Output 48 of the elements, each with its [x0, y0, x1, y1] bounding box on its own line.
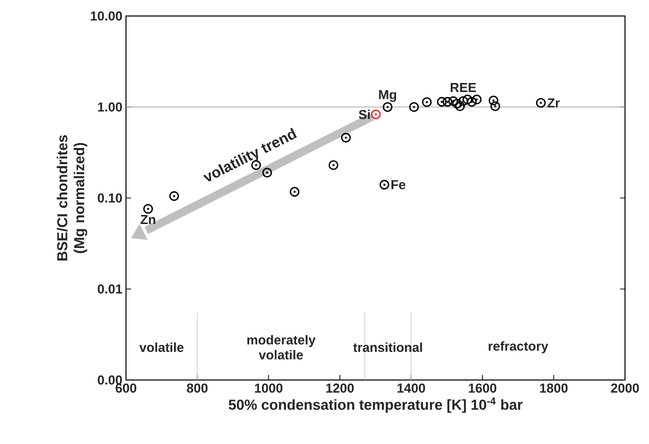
x-tick-label: 2000	[611, 384, 639, 393]
annotation: Zn	[140, 215, 156, 224]
y-tick-label: 0.01	[98, 284, 122, 294]
point	[448, 96, 458, 106]
point	[380, 180, 390, 190]
point	[341, 132, 351, 143]
annotation: Mg	[379, 90, 396, 102]
y-tick-label: 0.00	[98, 375, 122, 385]
point	[472, 94, 482, 104]
point	[169, 191, 180, 201]
point	[370, 109, 381, 120]
y-tick-label: 10.00	[90, 11, 122, 21]
point	[422, 97, 432, 108]
point	[409, 102, 419, 112]
point	[290, 186, 300, 197]
x-tick-label: 1000	[254, 384, 282, 393]
annotation: Zr	[547, 98, 560, 108]
annotation: refractory	[488, 341, 548, 354]
point	[462, 94, 472, 104]
annotation: transitional	[353, 342, 422, 352]
x-tick-label: 600	[116, 384, 136, 393]
annotation: Fe	[391, 180, 406, 190]
annotation: volatile	[139, 342, 184, 352]
point	[452, 98, 462, 108]
point	[382, 102, 393, 112]
x-tick-label: 800	[186, 384, 208, 393]
annotation: moderately volatile	[247, 335, 316, 360]
point	[328, 160, 338, 170]
point	[466, 96, 477, 107]
point	[442, 96, 452, 107]
x-tick-label: 1200	[326, 384, 354, 393]
point	[436, 96, 447, 107]
y-tick-label: 0.10	[98, 193, 122, 203]
x-tick-label: 1600	[468, 384, 496, 393]
annotation: Si	[358, 110, 370, 120]
point	[455, 101, 465, 112]
point	[490, 101, 500, 112]
point	[458, 96, 468, 106]
annotation: REE	[450, 83, 476, 92]
y-tick-label: 1.00	[98, 102, 122, 112]
point	[262, 168, 272, 178]
x-tick-label: 1800	[540, 384, 568, 393]
x-tick-label: 1400	[398, 384, 426, 393]
x-axis-title: 50% condensation temperature [K] 10$^{-4}$ bar	[228, 398, 523, 413]
point	[143, 204, 153, 214]
point	[536, 98, 546, 108]
point	[488, 96, 498, 106]
y-axis-title: BSE/CI chondrites (Mg normalized)	[56, 135, 88, 260]
